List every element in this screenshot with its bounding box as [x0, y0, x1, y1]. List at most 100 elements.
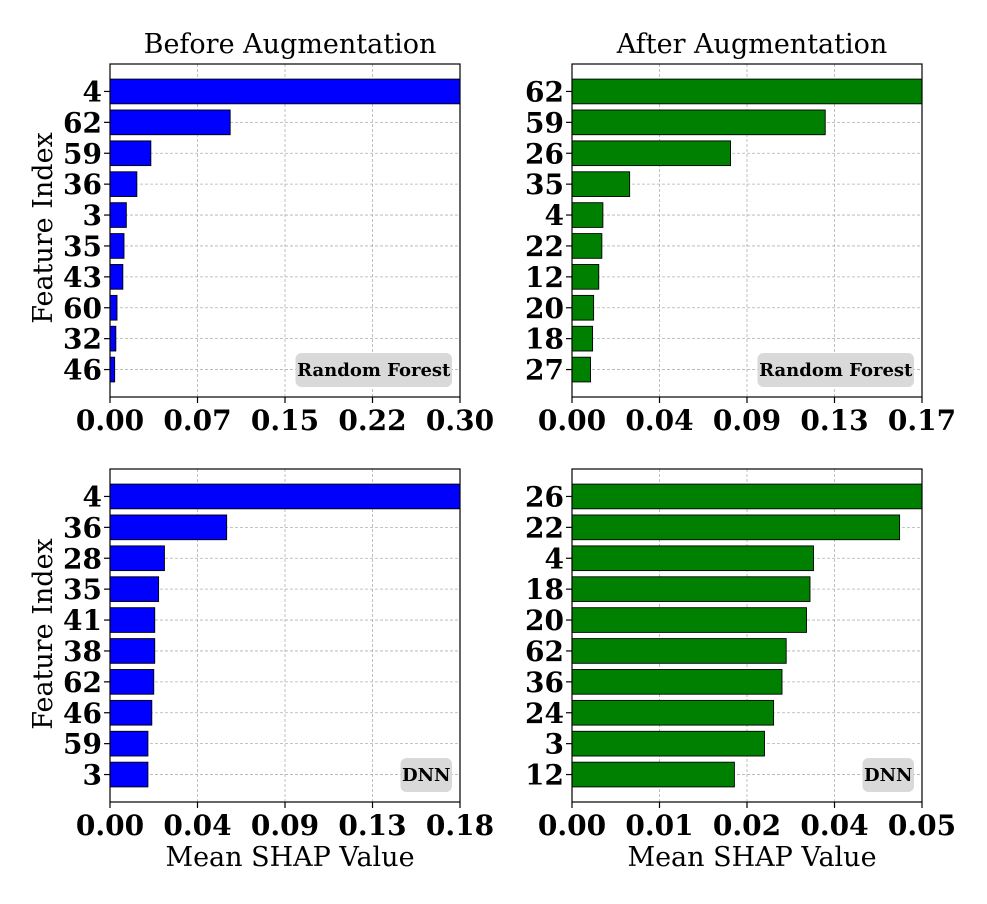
- x-tick-label: 0.13: [800, 404, 868, 437]
- y-tick-label: 4: [545, 542, 564, 575]
- x-tick-label: 0.22: [338, 404, 406, 437]
- bar-feature-4: [571, 545, 814, 572]
- bar-feature-4: [109, 483, 461, 510]
- y-tick-label: 22: [525, 511, 564, 544]
- bar-feature-59: [109, 140, 152, 167]
- y-axis-label-top: Feature Index: [28, 132, 59, 324]
- y-tick-label: 62: [525, 635, 564, 668]
- bar-feature-36: [571, 669, 783, 695]
- model-badge: [295, 353, 452, 387]
- x-tick-label: 0.13: [338, 809, 406, 842]
- column-title-after: After Augmentation: [616, 29, 888, 60]
- x-tick-label: 0.18: [426, 809, 494, 842]
- x-tick-label: 0.04: [163, 809, 231, 842]
- x-tick-label: 0.30: [426, 404, 494, 437]
- y-axis-label-bottom: Feature Index: [28, 538, 59, 730]
- model-badge-label: DNN: [864, 765, 913, 786]
- x-tick-label: 0.01: [625, 809, 693, 842]
- y-tick-label: 36: [63, 168, 102, 201]
- y-tick-label: 24: [525, 697, 564, 730]
- x-axis-label-left: Mean SHAP Value: [165, 842, 414, 873]
- bar-feature-43: [109, 264, 124, 290]
- bar-feature-20: [571, 294, 595, 321]
- x-tick-label: 0.04: [625, 404, 693, 437]
- y-tick-label: 35: [63, 573, 102, 606]
- y-tick-label: 3: [83, 199, 102, 232]
- bar-feature-18: [571, 576, 811, 602]
- y-tick-label: 27: [525, 354, 564, 387]
- bar-feature-32: [109, 325, 117, 352]
- x-tick-label: 0.02: [713, 809, 781, 842]
- column-title-before: Before Augmentation: [144, 29, 437, 60]
- bar-feature-22: [571, 514, 901, 541]
- y-tick-label: 41: [63, 604, 102, 637]
- x-tick-label: 0.09: [713, 404, 781, 437]
- y-tick-label: 22: [525, 230, 564, 263]
- y-tick-label: 20: [525, 292, 564, 325]
- bar-feature-35: [571, 171, 631, 197]
- bar-feature-3: [109, 761, 149, 788]
- bar-feature-46: [109, 699, 153, 726]
- y-tick-label: 43: [63, 261, 102, 294]
- x-axis-label-right: Mean SHAP Value: [627, 842, 876, 873]
- x-tick-label: 0.05: [888, 809, 956, 842]
- bar-feature-4: [109, 78, 461, 105]
- y-tick-label: 4: [545, 199, 564, 232]
- y-tick-label: 59: [63, 137, 102, 170]
- bar-feature-41: [109, 607, 156, 633]
- y-tick-label: 4: [83, 480, 102, 513]
- y-tick-label: 59: [525, 106, 564, 139]
- x-tick-label: 0.07: [163, 404, 231, 437]
- bar-feature-3: [109, 202, 127, 228]
- bar-feature-35: [109, 576, 160, 602]
- bar-feature-22: [571, 233, 603, 259]
- bar-feature-3: [571, 730, 765, 757]
- y-tick-label: 12: [525, 261, 564, 294]
- x-tick-label: 0.00: [76, 404, 144, 437]
- y-tick-label: 38: [63, 635, 102, 668]
- y-tick-label: 35: [63, 230, 102, 263]
- y-tick-label: 4: [83, 75, 102, 108]
- bar-feature-24: [571, 699, 775, 726]
- bar-feature-59: [109, 730, 149, 757]
- x-tick-label: 0.17: [888, 404, 956, 437]
- y-tick-label: 12: [525, 759, 564, 792]
- bar-feature-62: [571, 78, 923, 105]
- bar-feature-12: [571, 761, 735, 788]
- y-tick-label: 32: [63, 323, 102, 356]
- bar-feature-26: [571, 483, 923, 510]
- x-tick-label: 0.00: [538, 809, 606, 842]
- model-badge: [400, 758, 452, 792]
- bar-feature-62: [109, 109, 231, 136]
- x-tick-label: 0.00: [538, 404, 606, 437]
- bar-feature-35: [109, 233, 125, 259]
- y-tick-label: 26: [525, 480, 564, 513]
- y-tick-label: 3: [545, 728, 564, 761]
- y-tick-label: 59: [63, 728, 102, 761]
- model-badge-label: Random Forest: [759, 360, 913, 381]
- y-tick-label: 26: [525, 137, 564, 170]
- bar-feature-36: [109, 171, 138, 197]
- y-tick-label: 3: [83, 759, 102, 792]
- bar-feature-46: [109, 356, 116, 383]
- y-tick-label: 18: [525, 323, 564, 356]
- bar-feature-26: [571, 140, 731, 167]
- bar-feature-38: [109, 638, 156, 664]
- bar-feature-28: [109, 545, 165, 572]
- y-tick-label: 18: [525, 573, 564, 606]
- y-tick-label: 60: [63, 292, 102, 325]
- bar-feature-27: [571, 356, 591, 383]
- y-tick-label: 20: [525, 604, 564, 637]
- y-tick-label: 28: [63, 542, 102, 575]
- model-badge-label: DNN: [402, 765, 451, 786]
- bar-feature-20: [571, 607, 807, 633]
- y-tick-label: 36: [63, 511, 102, 544]
- model-badge-label: Random Forest: [297, 360, 451, 381]
- y-tick-label: 46: [63, 354, 102, 387]
